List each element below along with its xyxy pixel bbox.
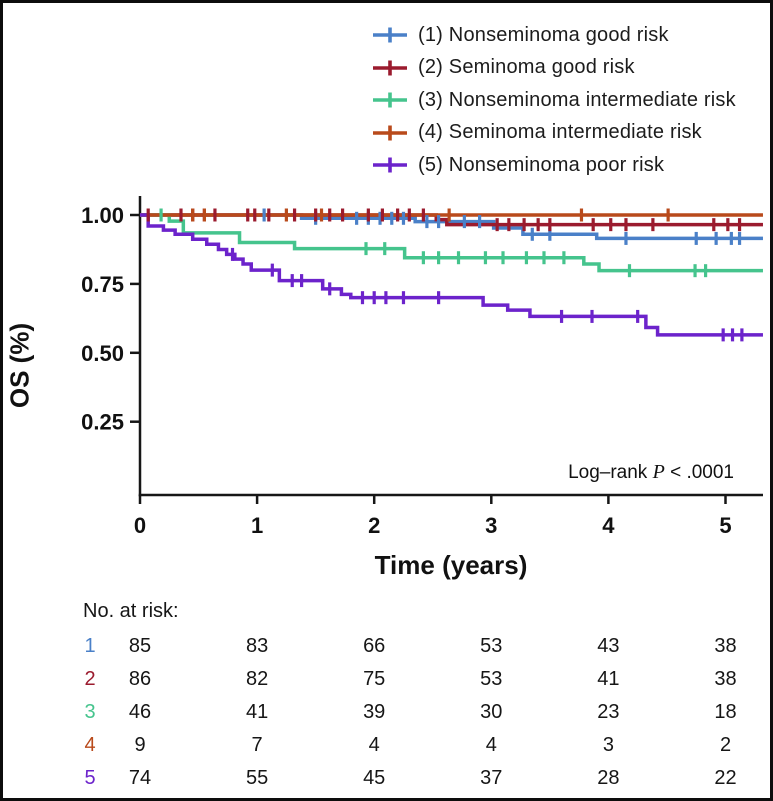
legend-item-1: (1) Nonseminoma good risk: [371, 19, 736, 52]
risk-count: 85: [128, 634, 152, 657]
x-tick-label: 0: [134, 513, 146, 538]
logrank-p-symbol: P: [652, 461, 665, 483]
risk-table-row-2: 2 86 82 75 53 41 38: [3, 663, 770, 696]
risk-count: 66: [363, 634, 386, 657]
risk-count: 46: [128, 700, 152, 723]
legend-item-5: (5) Nonseminoma poor risk: [371, 149, 736, 182]
risk-count: 4: [485, 733, 497, 756]
risk-count: 2: [719, 733, 732, 756]
x-tick-label: 4: [602, 513, 615, 538]
risk-count: 18: [714, 700, 737, 723]
logrank-prefix: Log–rank: [568, 462, 653, 483]
km-chart-canvas: 1.00 0.75 0.50 0.25 0 1 2 3 4 5: [81, 196, 763, 538]
chart-legend: (1) Nonseminoma good risk (2) Seminoma g…: [371, 19, 736, 182]
risk-count: 43: [597, 634, 620, 657]
risk-table-header: No. at risk:: [83, 600, 179, 622]
risk-group-label: 1: [84, 634, 96, 657]
y-axis-title: OS (%): [4, 322, 35, 409]
risk-group-label: 5: [84, 766, 96, 789]
risk-count: 74: [128, 766, 152, 789]
y-tick-label: 0.25: [81, 410, 124, 435]
legend-item-2: (2) Seminoma good risk: [371, 52, 736, 85]
logrank-value: < .0001: [664, 462, 734, 483]
risk-count: 82: [245, 667, 269, 690]
legend-label: (3) Nonseminoma intermediate risk: [418, 88, 736, 111]
risk-count: 83: [245, 634, 269, 657]
risk-count: 45: [363, 766, 386, 789]
legend-item-3: (3) Nonseminoma intermediate risk: [371, 84, 736, 117]
legend-label: (4) Seminoma intermediate risk: [418, 121, 702, 144]
survival-curve-3: [140, 213, 763, 273]
x-tick-label: 5: [719, 513, 731, 538]
risk-count: 30: [480, 700, 503, 723]
risk-count: 9: [134, 733, 146, 756]
logrank-annotation: Log–rank P < .0001: [568, 461, 734, 484]
risk-count: 55: [245, 766, 269, 789]
risk-table-row-5: 5 74 55 45 37 28 22: [3, 762, 770, 795]
risk-count: 41: [597, 667, 620, 690]
legend-key-icon: [373, 157, 407, 173]
y-tick-label: 0.50: [81, 341, 124, 366]
x-tick-label: 1: [251, 513, 263, 538]
risk-count: 3: [602, 733, 614, 756]
y-tick-label: 0.75: [81, 272, 124, 297]
legend-item-4: (4) Seminoma intermediate risk: [371, 117, 736, 150]
risk-table-row-3: 3 46 41 39 30 23 18: [3, 696, 770, 729]
risk-count: 4: [368, 733, 380, 756]
legend-key-icon: [373, 125, 407, 141]
risk-count: 22: [714, 766, 737, 789]
risk-count: 53: [480, 667, 503, 690]
y-tick-label: 1.00: [81, 203, 124, 228]
risk-count: 38: [714, 634, 737, 657]
legend-key-icon: [373, 27, 407, 43]
risk-count: 41: [245, 700, 269, 723]
legend-label: (1) Nonseminoma good risk: [418, 23, 669, 46]
risk-table-row-4: 4 9 7 4 4 3 2: [3, 729, 770, 762]
survival-curve-5: [140, 213, 763, 337]
risk-group-label: 4: [84, 733, 96, 756]
risk-count: 53: [480, 634, 503, 657]
legend-label: (5) Nonseminoma poor risk: [418, 153, 665, 176]
risk-group-label: 2: [84, 667, 96, 690]
legend-key-icon: [373, 92, 407, 108]
risk-count: 23: [597, 700, 620, 723]
risk-count: 38: [714, 667, 737, 690]
risk-count: 37: [480, 766, 503, 789]
risk-count: 7: [251, 733, 263, 756]
x-tick-label: 3: [485, 513, 497, 538]
x-axis-title: Time (years): [374, 550, 528, 580]
risk-count: 75: [363, 667, 386, 690]
risk-group-label: 3: [84, 700, 96, 723]
risk-count: 86: [128, 667, 152, 690]
legend-key-icon: [373, 60, 407, 76]
legend-label: (2) Seminoma good risk: [418, 56, 635, 79]
risk-count: 28: [597, 766, 620, 789]
risk-table-row-1: 1 85 83 66 53 43 38: [3, 630, 770, 663]
risk-count: 39: [363, 700, 386, 723]
x-tick-label: 2: [368, 513, 380, 538]
